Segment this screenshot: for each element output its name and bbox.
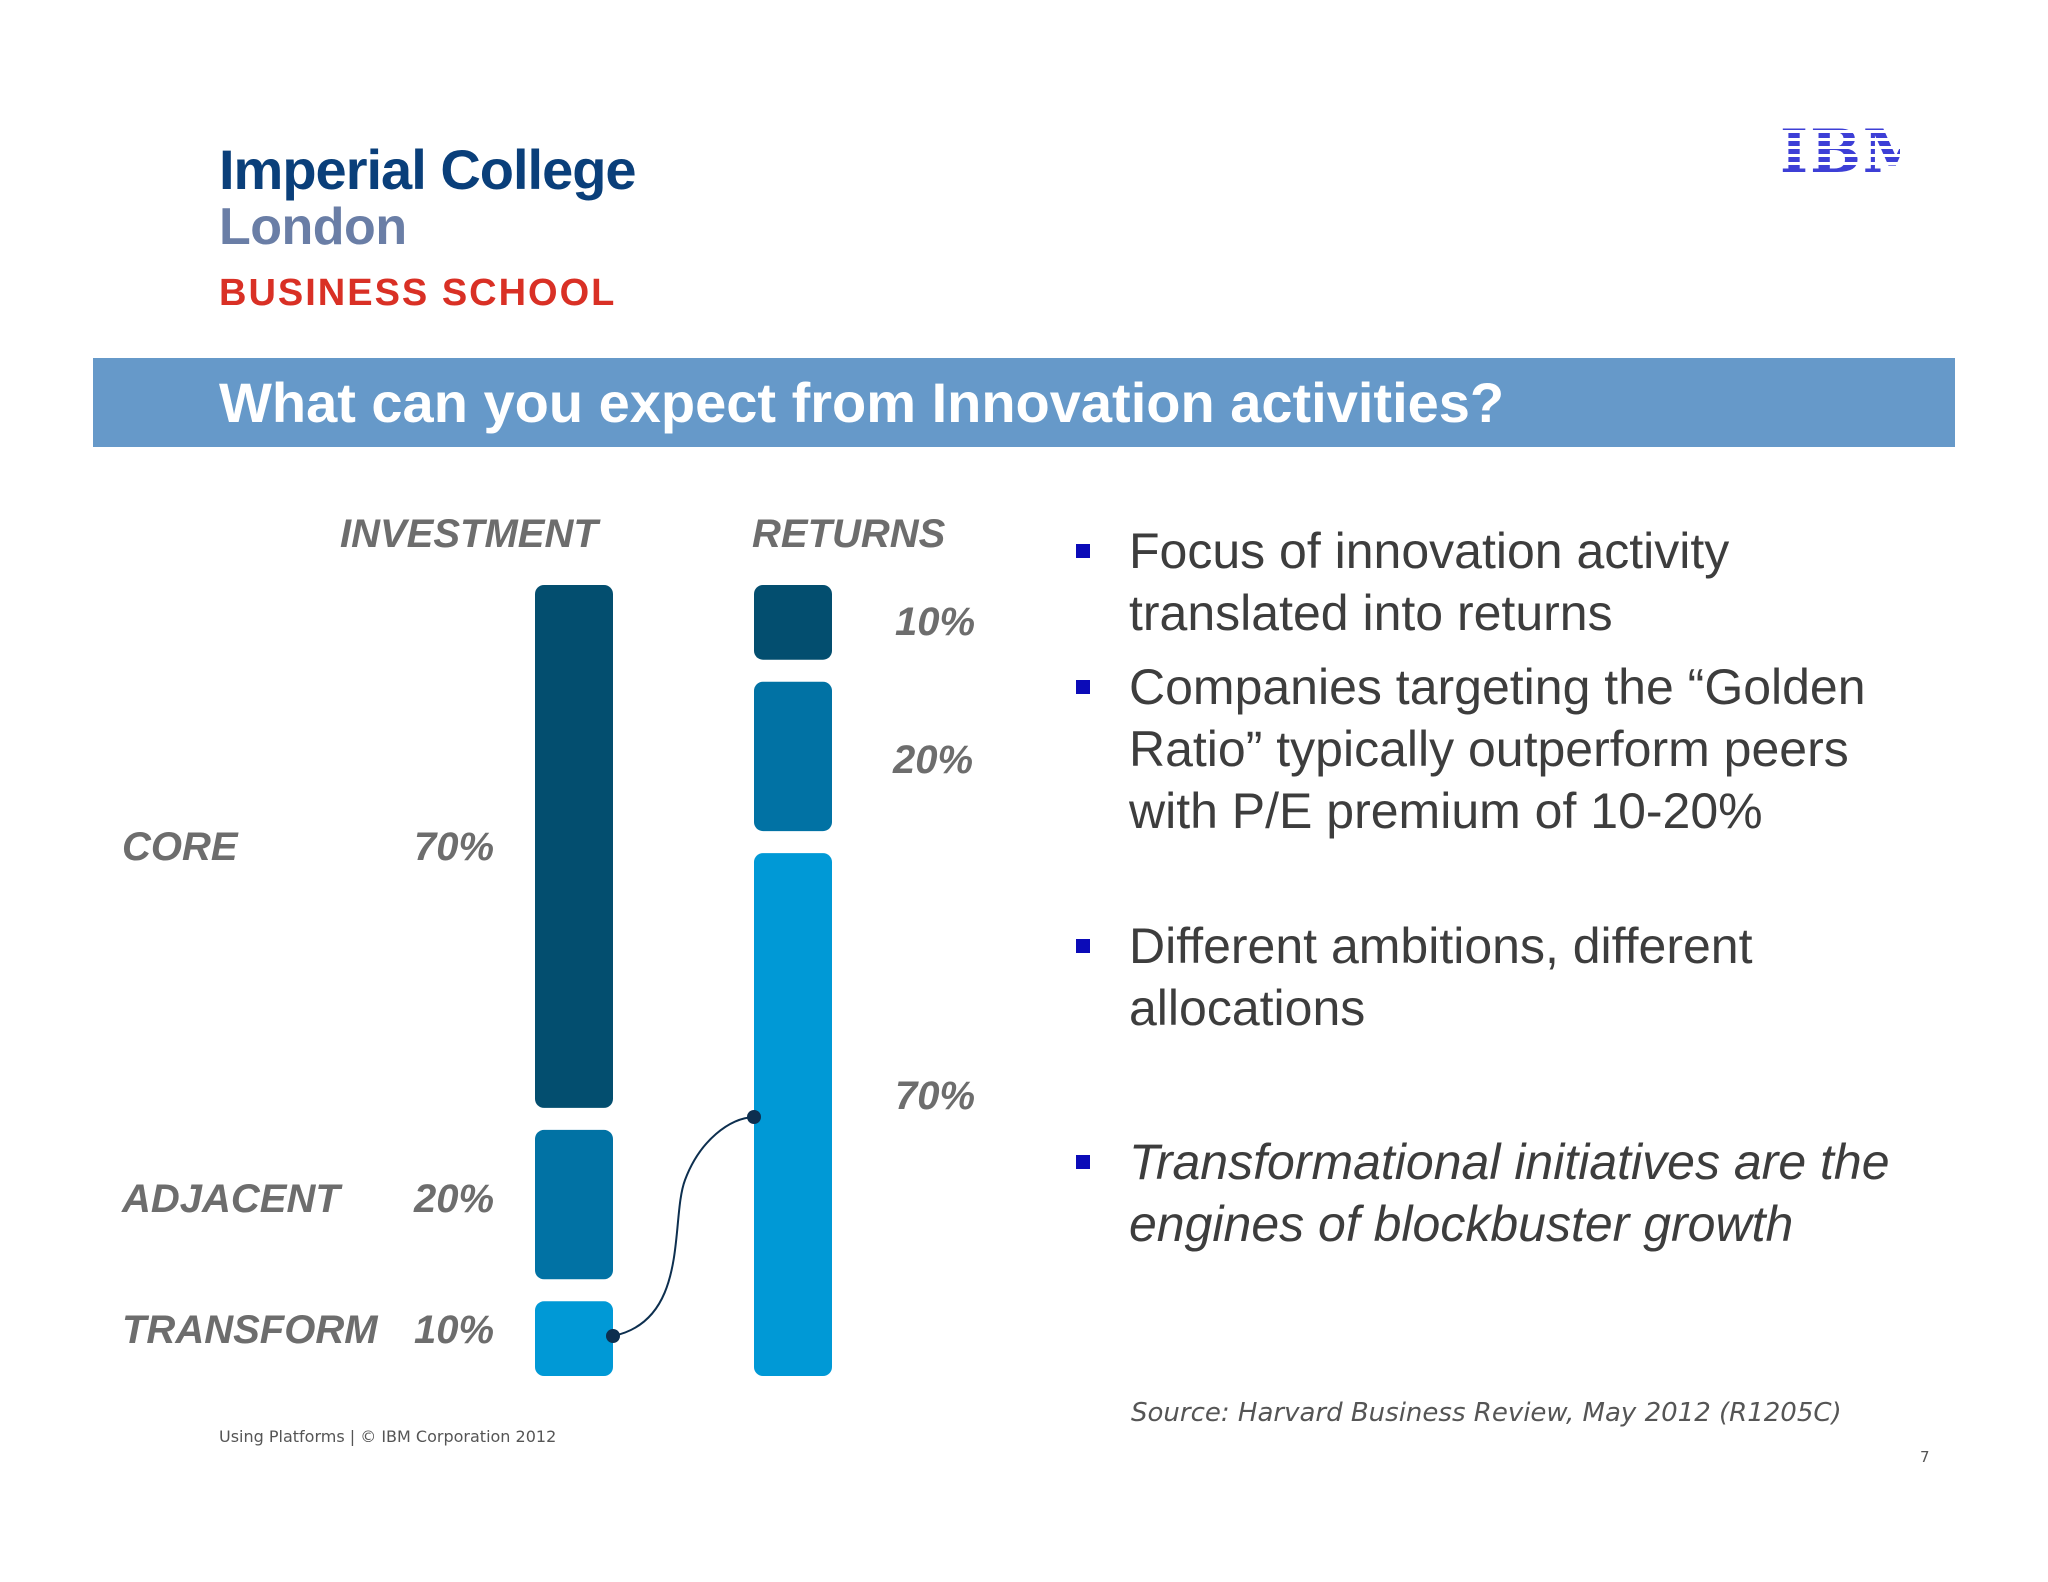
transform-connector-line xyxy=(612,1116,755,1337)
logo-imperial-college: Imperial College xyxy=(219,138,637,201)
page-number: 7 xyxy=(1920,1448,1930,1466)
title-band xyxy=(93,358,1955,447)
transform-connector-end-dot xyxy=(747,1110,761,1124)
returns-bar-core xyxy=(754,585,832,660)
investment-label-adjacent: 20% xyxy=(414,1177,495,1221)
footer-text: Using Platforms | © IBM Corporation 2012 xyxy=(219,1427,557,1446)
bullet-text: Companies targeting the “Golden Ratio” t… xyxy=(1129,659,1866,839)
bullet-square-icon xyxy=(1076,544,1090,558)
bullet-square-icon xyxy=(1076,680,1090,694)
bullet-text: Transformational initiatives are the eng… xyxy=(1129,1134,1890,1252)
investment-bar-core xyxy=(535,585,613,1108)
returns-bar-adjacent xyxy=(754,681,832,832)
returns-header: RETURNS xyxy=(752,512,946,556)
category-label-adjacent: ADJACENT xyxy=(122,1177,340,1221)
bullet-square-icon xyxy=(1076,1155,1090,1169)
investment-label-core: 70% xyxy=(414,825,495,869)
ibm-logo: IBM xyxy=(1780,122,1900,178)
investment-bar-transform xyxy=(535,1301,613,1376)
returns-bar-transform xyxy=(754,853,832,1376)
source-citation: Source: Harvard Business Review, May 201… xyxy=(1131,1398,1842,1428)
category-label-core: CORE xyxy=(122,825,238,869)
investment-label-transform: 10% xyxy=(414,1308,495,1352)
bullet-text: Focus of innovation activity translated … xyxy=(1129,523,1730,641)
category-label-transform: TRANSFORM xyxy=(122,1308,378,1352)
logo-business-school: BUSINESS SCHOOL xyxy=(219,272,617,314)
bullet-text: Different ambitions, different allocatio… xyxy=(1129,918,1753,1036)
returns-label-core: 10% xyxy=(895,600,976,644)
slide-title: What can you expect from Innovation acti… xyxy=(219,371,1505,434)
logo-london: London xyxy=(219,198,407,256)
investment-bar-adjacent xyxy=(535,1129,613,1280)
transform-connector-start-dot xyxy=(606,1329,620,1343)
returns-label-adjacent: 20% xyxy=(893,738,974,782)
returns-label-transform: 70% xyxy=(895,1074,976,1118)
bullet-square-icon xyxy=(1076,939,1090,953)
investment-header: INVESTMENT xyxy=(340,512,598,556)
